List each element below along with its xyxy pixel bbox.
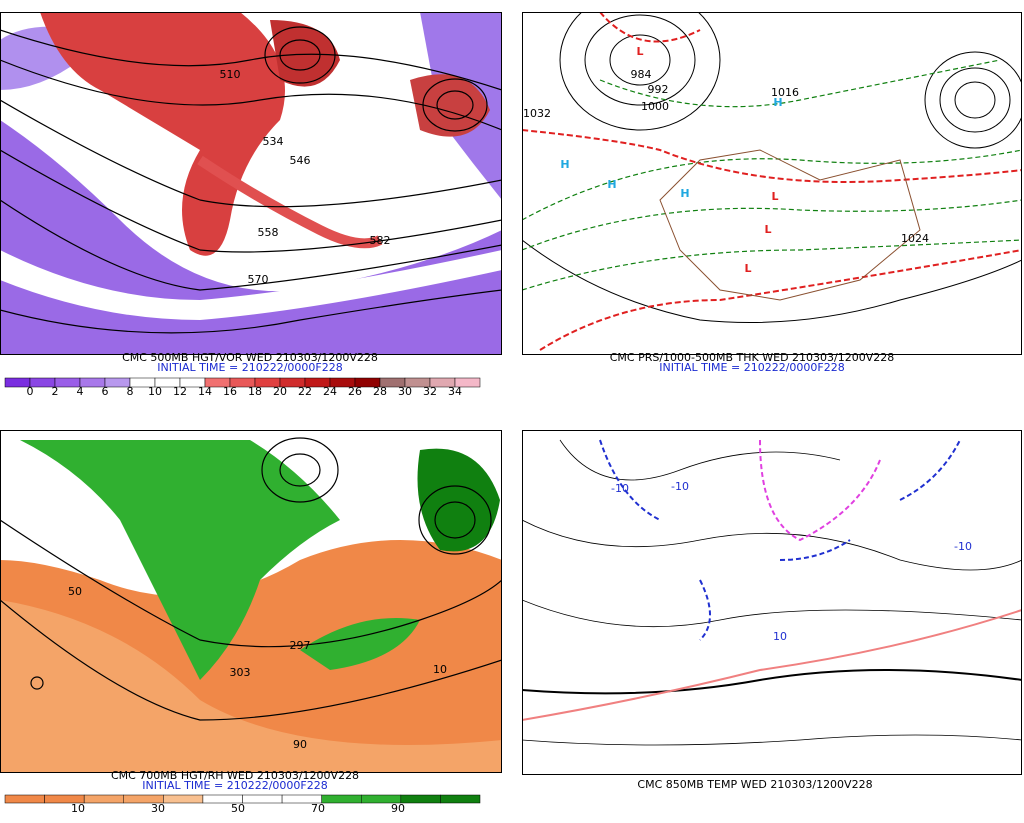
colorbar-label: 50 bbox=[231, 802, 245, 815]
initial-time: INITIAL TIME = 210222/0000F228 bbox=[142, 779, 327, 792]
caption: CMC 850MB TEMP WED 210303/1200V228 bbox=[637, 778, 872, 791]
initial-time: INITIAL TIME = 210222/0000F228 bbox=[659, 361, 844, 374]
colorbar-label: 34 bbox=[448, 385, 462, 398]
colorbar-cell bbox=[83, 794, 124, 804]
colorbar-label: 24 bbox=[323, 385, 337, 398]
contour-label: 534 bbox=[263, 135, 284, 148]
map-700mb bbox=[0, 430, 502, 773]
colorbar-label: 8 bbox=[127, 385, 134, 398]
contour-label: -10 bbox=[671, 480, 689, 493]
contour-label: H bbox=[680, 187, 689, 200]
contour-label: 510 bbox=[220, 68, 241, 81]
panel-frame bbox=[0, 430, 502, 773]
contour-label: 303 bbox=[230, 666, 251, 679]
contour-label: 10 bbox=[773, 630, 787, 643]
contour-label: L bbox=[636, 45, 643, 58]
colorbar-label: 14 bbox=[198, 385, 212, 398]
caption: CMC 500MB HGT/VOR WED 210303/1200V228 bbox=[122, 351, 378, 364]
contour-label: 1000 bbox=[641, 100, 669, 113]
contour-label: 1032 bbox=[523, 107, 551, 120]
colorbar-label: 12 bbox=[173, 385, 187, 398]
panel-frame bbox=[522, 12, 1022, 355]
panel-frame bbox=[522, 430, 1022, 775]
colorbar-label: 18 bbox=[248, 385, 262, 398]
colorbar-label: 20 bbox=[273, 385, 287, 398]
colorbar-label: 22 bbox=[298, 385, 312, 398]
colorbar-label: 6 bbox=[102, 385, 109, 398]
colorbar-label: 90 bbox=[391, 802, 405, 815]
contour-label: 582 bbox=[370, 234, 391, 247]
colorbar-label: 30 bbox=[151, 802, 165, 815]
colorbar-cell bbox=[4, 794, 45, 804]
contour-label: 297 bbox=[290, 639, 311, 652]
contour-label: H bbox=[560, 158, 569, 171]
map-prs bbox=[522, 12, 1022, 355]
contour-label: 570 bbox=[248, 273, 269, 286]
initial-time: INITIAL TIME = 210222/0000F228 bbox=[157, 361, 342, 374]
colorbar-label: 16 bbox=[223, 385, 237, 398]
caption: CMC 700MB HGT/RH WED 210303/1200V228 bbox=[111, 769, 359, 782]
colorbar-label: 4 bbox=[77, 385, 84, 398]
contour-label: 90 bbox=[293, 738, 307, 751]
colorbar-cell bbox=[163, 794, 204, 804]
colorbar-cell bbox=[454, 377, 481, 388]
contour-label: -10 bbox=[611, 482, 629, 495]
colorbar-label: 70 bbox=[311, 802, 325, 815]
map-850mb bbox=[522, 430, 1022, 775]
contour-label: H bbox=[773, 96, 782, 109]
contour-label: 10 bbox=[433, 663, 447, 676]
contour-label: H bbox=[607, 178, 616, 191]
contour-label: -10 bbox=[954, 540, 972, 553]
contour-label: 1024 bbox=[901, 232, 929, 245]
contour-label: 546 bbox=[290, 154, 311, 167]
colorbar-cell bbox=[440, 794, 481, 804]
contour-label: 992 bbox=[648, 83, 669, 96]
contour-label: L bbox=[744, 262, 751, 275]
colorbar-label: 28 bbox=[373, 385, 387, 398]
colorbar-label: 2 bbox=[52, 385, 59, 398]
contour-label: 1016 bbox=[771, 86, 799, 99]
colorbar-cell bbox=[400, 794, 441, 804]
colorbar-label: 0 bbox=[27, 385, 34, 398]
map-500mb bbox=[0, 12, 502, 355]
contour-label: 50 bbox=[68, 585, 82, 598]
colorbar-label: 10 bbox=[71, 802, 85, 815]
contour-label: 984 bbox=[631, 68, 652, 81]
colorbar-label: 26 bbox=[348, 385, 362, 398]
colorbar-label: 30 bbox=[398, 385, 412, 398]
colorbar-cell bbox=[242, 794, 283, 804]
colorbar-label: 10 bbox=[148, 385, 162, 398]
contour-label: L bbox=[764, 223, 771, 236]
contour-label: L bbox=[771, 190, 778, 203]
colorbar-cell bbox=[321, 794, 362, 804]
contour-label: 558 bbox=[258, 226, 279, 239]
caption: CMC PRS/1000-500MB THK WED 210303/1200V2… bbox=[610, 351, 895, 364]
panel-frame bbox=[0, 12, 502, 355]
colorbar-label: 32 bbox=[423, 385, 437, 398]
